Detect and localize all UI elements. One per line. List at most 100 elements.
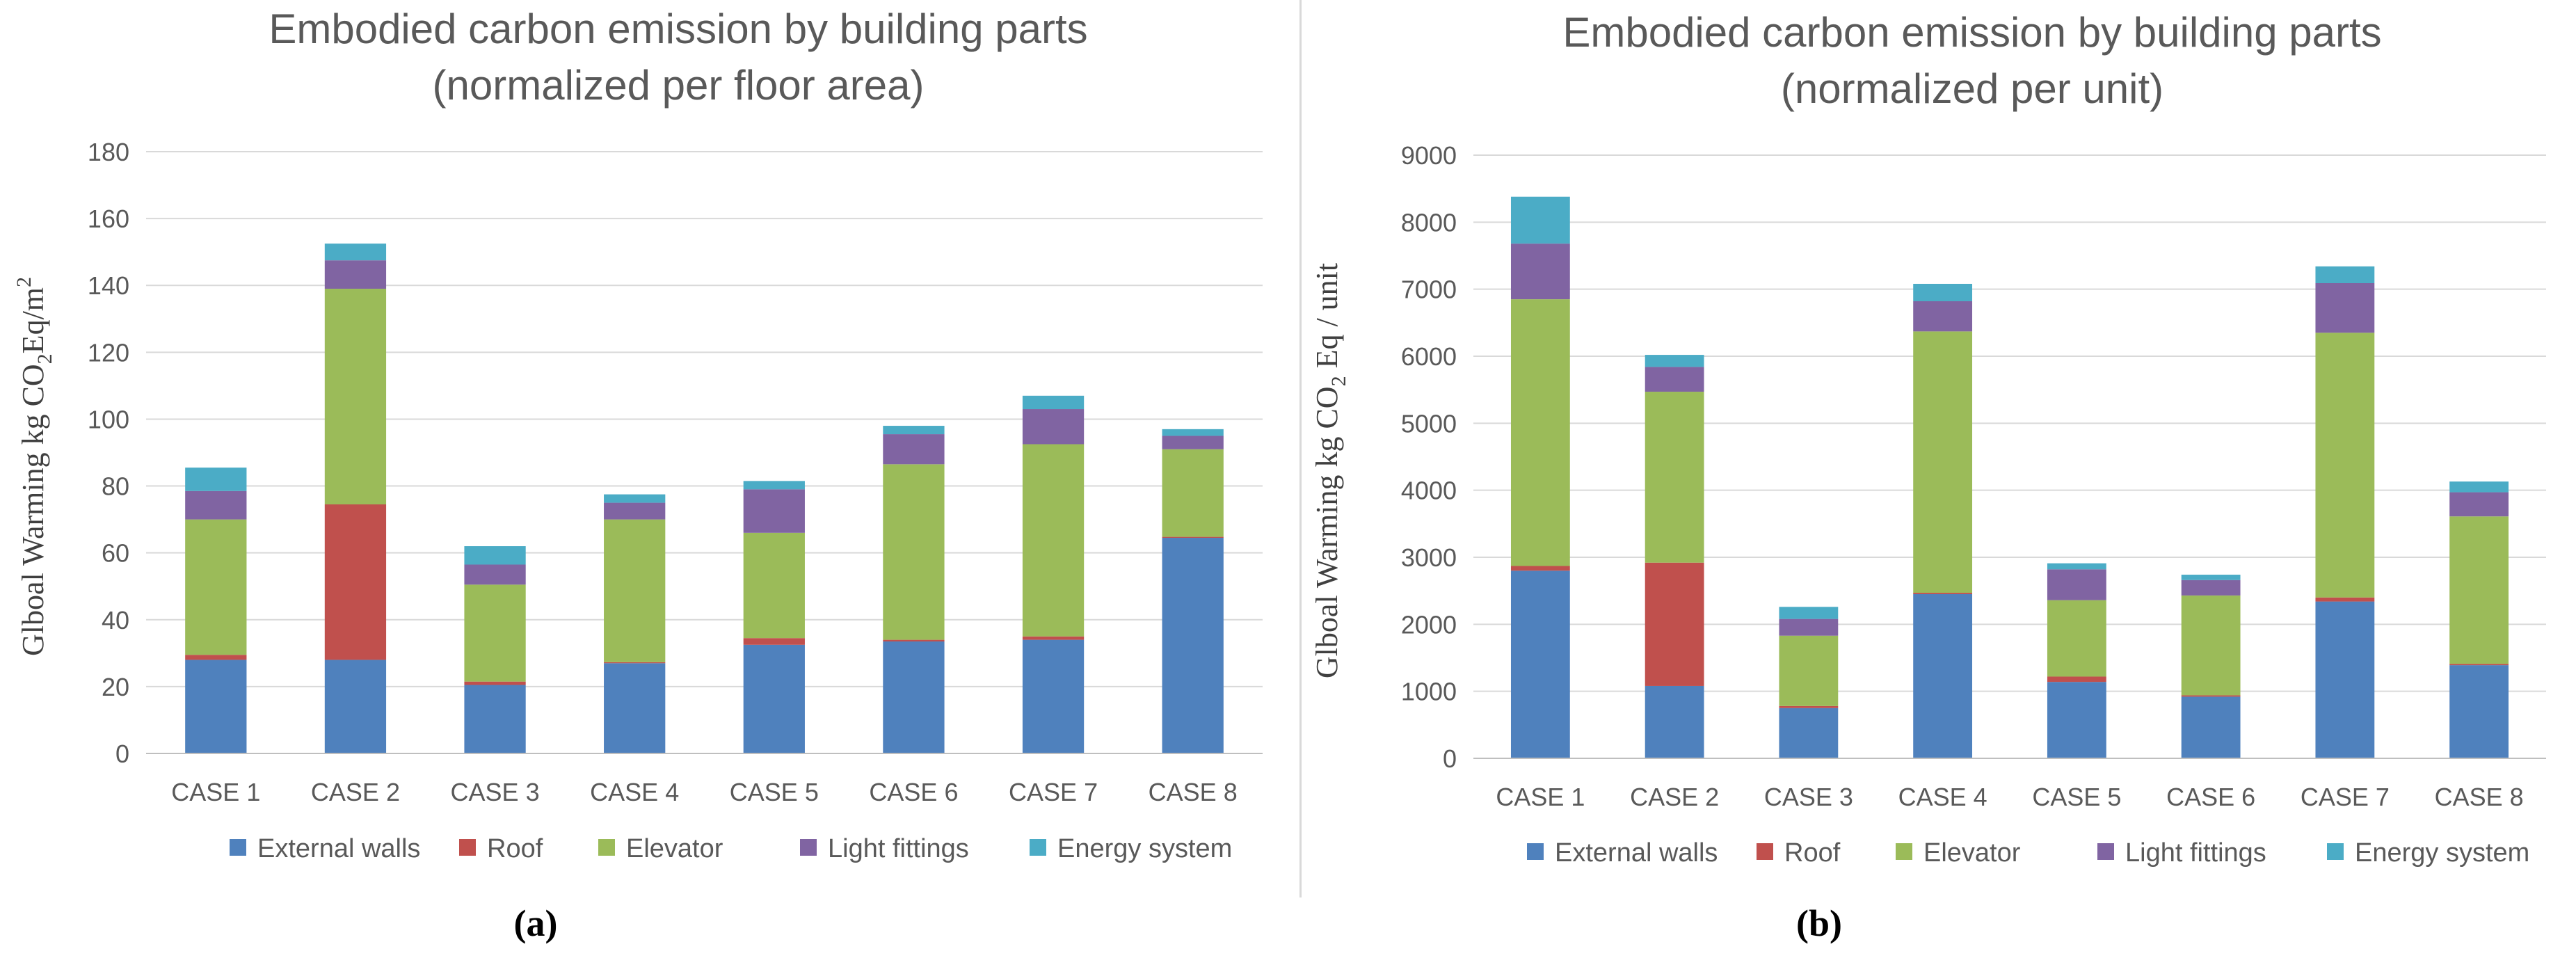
y-axis-label-unit: Eq/m: [16, 287, 50, 353]
x-tick-label: CASE 4: [1898, 783, 1987, 811]
bar-external-walls-case-3: [464, 685, 526, 753]
bar-external-walls-case-4: [604, 663, 666, 753]
y-tick-label: 20: [102, 673, 129, 701]
y-axis-label: Glboal Warming kg CO2Eq/m2: [13, 277, 56, 656]
bar-elevator-case-8: [1162, 449, 1224, 537]
bar-light-fittings-case-3: [464, 564, 526, 585]
legend-label: Energy system: [1057, 834, 1232, 863]
y-tick-label: 40: [102, 606, 129, 634]
y-tick-label: 100: [88, 405, 129, 433]
bar-roof-case-2: [1645, 562, 1704, 686]
bar-external-walls-case-1: [1510, 570, 1570, 758]
bar-external-walls-case-4: [1913, 593, 1973, 758]
bar-roof-case-3: [464, 681, 526, 685]
bar-light-fittings-case-5: [2047, 569, 2106, 600]
bar-light-fittings-case-3: [1779, 618, 1839, 636]
legend-swatch: [1030, 839, 1046, 856]
bar-light-fittings-case-2: [324, 260, 387, 289]
bar-roof-case-8: [2449, 664, 2509, 666]
bar-light-fittings-case-1: [185, 490, 247, 520]
y-tick-label: 3000: [1401, 543, 1457, 572]
bar-roof-case-3: [1779, 705, 1839, 708]
bar-elevator-case-8: [2449, 516, 2509, 664]
bar-external-walls-case-2: [1645, 685, 1704, 758]
x-tick-label: CASE 5: [730, 778, 819, 806]
legend-label: Light fittings: [2125, 838, 2266, 868]
chart-panel-1: Embodied carbon emission by building par…: [13, 6, 1263, 944]
bar-external-walls-case-5: [2047, 682, 2106, 758]
bar-external-walls-case-5: [743, 644, 805, 753]
legend-swatch: [2097, 843, 2114, 860]
bar-roof-case-1: [1510, 566, 1570, 571]
bar-roof-case-1: [185, 655, 247, 660]
bar-energy-system-case-2: [1645, 355, 1704, 367]
bar-external-walls-case-7: [1022, 639, 1085, 753]
bar-external-walls-case-7: [2315, 601, 2375, 758]
bar-energy-system-case-8: [2449, 481, 2509, 493]
bar-roof-case-4: [604, 662, 666, 664]
y-tick-label: 0: [1443, 744, 1457, 773]
chart-title-line-2: (normalized per floor area): [433, 62, 925, 109]
bar-external-walls-case-6: [883, 641, 945, 753]
y-tick-label: 4000: [1401, 477, 1457, 505]
bar-energy-system-case-2: [324, 244, 387, 261]
bar-energy-system-case-4: [1913, 283, 1973, 302]
legend-swatch: [800, 839, 817, 856]
bar-light-fittings-case-7: [2315, 282, 2375, 333]
legend-label: Elevator: [626, 834, 723, 863]
chart-title-line-2: (normalized per unit): [1781, 65, 2163, 112]
x-tick-label: CASE 1: [1496, 783, 1585, 811]
legend-swatch: [1896, 843, 1912, 860]
y-axis-label-text: Glboal Warming kg CO: [16, 364, 50, 656]
bar-roof-case-2: [324, 504, 387, 660]
bar-elevator-case-4: [604, 519, 666, 662]
x-tick-label: CASE 7: [2301, 783, 2390, 811]
legend-swatch: [1757, 843, 1773, 860]
chart-title-line-1: Embodied carbon emission by building par…: [1562, 9, 2381, 56]
bar-elevator-case-3: [464, 584, 526, 682]
bar-energy-system-case-5: [2047, 563, 2106, 570]
x-tick-label: CASE 7: [1009, 778, 1098, 806]
bar-roof-case-6: [2181, 695, 2241, 697]
legend-label: External walls: [1555, 838, 1718, 868]
x-tick-label: CASE 8: [2435, 783, 2524, 811]
panel-divider: [1299, 0, 1302, 897]
bar-energy-system-case-1: [1510, 196, 1570, 244]
legend-swatch: [2327, 843, 2344, 860]
x-tick-label: CASE 2: [311, 778, 400, 806]
bar-energy-system-case-5: [743, 481, 805, 490]
y-tick-label: 0: [115, 740, 129, 768]
legend-swatch: [230, 839, 246, 856]
bar-light-fittings-case-4: [604, 502, 666, 520]
bar-light-fittings-case-8: [2449, 492, 2509, 517]
bar-light-fittings-case-2: [1645, 367, 1704, 392]
y-tick-label: 180: [88, 138, 129, 166]
y-axis-label-subscript: 2: [33, 353, 56, 364]
bar-light-fittings-case-6: [2181, 580, 2241, 596]
bar-roof-case-7: [1022, 636, 1085, 640]
bar-elevator-case-7: [1022, 444, 1085, 637]
bar-light-fittings-case-7: [1022, 409, 1085, 445]
y-tick-label: 9000: [1401, 141, 1457, 170]
bar-roof-case-6: [883, 639, 945, 642]
bar-light-fittings-case-8: [1162, 436, 1224, 449]
bar-elevator-case-5: [743, 532, 805, 639]
legend-label: Light fittings: [828, 834, 969, 863]
y-tick-label: 6000: [1401, 342, 1457, 371]
bar-energy-system-case-1: [185, 468, 247, 491]
bar-external-walls-case-8: [2449, 665, 2509, 758]
bar-energy-system-case-6: [883, 426, 945, 435]
bar-elevator-case-1: [1510, 299, 1570, 566]
bar-external-walls-case-8: [1162, 538, 1224, 753]
bar-elevator-case-6: [2181, 595, 2241, 696]
legend-swatch: [459, 839, 476, 856]
legend-label: Elevator: [1923, 838, 2021, 868]
legend-swatch: [598, 839, 615, 856]
panel-label: (a): [514, 902, 558, 944]
x-tick-label: CASE 3: [1764, 783, 1853, 811]
bar-external-walls-case-2: [324, 660, 387, 753]
y-tick-label: 60: [102, 539, 129, 568]
y-tick-label: 80: [102, 472, 129, 501]
bar-elevator-case-2: [324, 289, 387, 504]
